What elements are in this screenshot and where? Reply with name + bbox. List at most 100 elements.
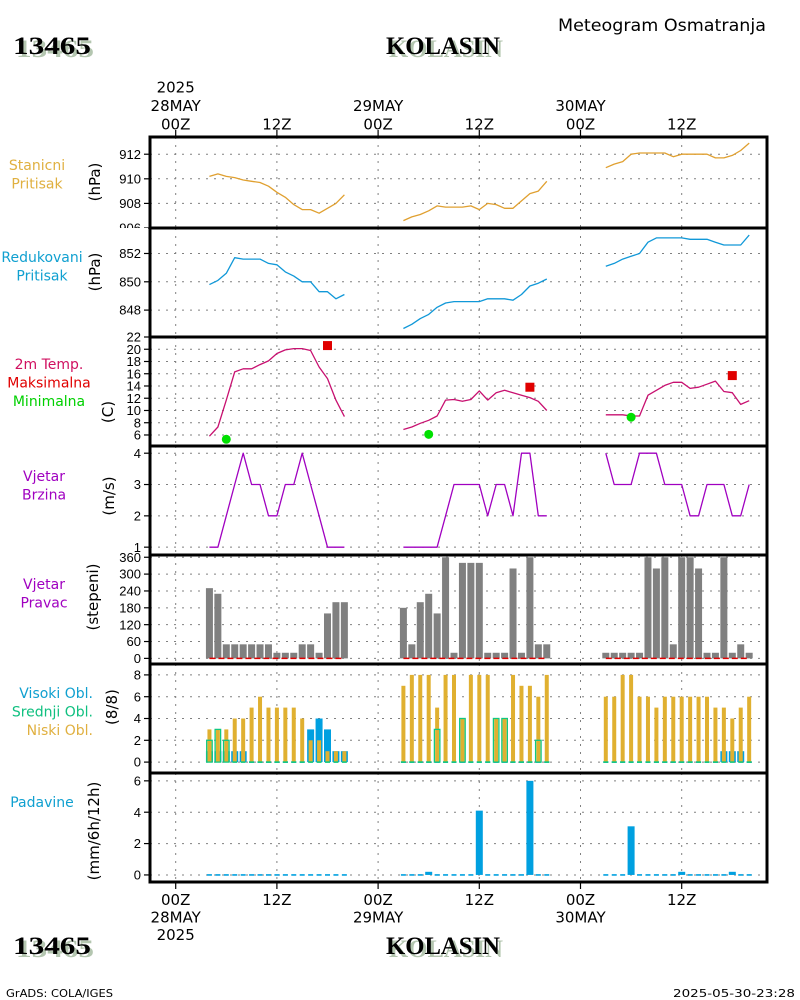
precipitation-bar-zero (510, 874, 516, 876)
cloud-cover-bar (738, 707, 743, 763)
precipitation-bar (425, 871, 433, 875)
cloud-cover-bar (662, 696, 667, 763)
wind-direction-bar (324, 613, 331, 659)
cloud-cover-bar (485, 674, 490, 763)
wind-direction-bar (644, 557, 652, 659)
cloud-cover-bar (713, 707, 718, 763)
cloud-cover-bar (206, 739, 213, 763)
min-temp-marker (424, 429, 434, 439)
cloud-cover-bar-zero (316, 761, 322, 763)
time-axis: 202528MAY00Z00Z28MAY202512Z12Z29MAY00Z00… (151, 79, 697, 945)
precipitation-bar-zero (468, 874, 474, 876)
wind-direction-bar (458, 562, 466, 659)
wind-direction-bar (484, 652, 492, 659)
cloud-cover-panel: 0 2 4 6 8 Visoki Obl. Srednji Obl. Niski Obl. (8… (12, 664, 767, 773)
footer-station-name-shadow: KOLASIN (389, 936, 503, 963)
wind-direction-bar (669, 644, 677, 659)
wind-direction-bar (517, 652, 525, 659)
cloud-cover-bar-zero (670, 761, 676, 763)
wind-direction-bar (534, 644, 542, 659)
cloud-cover-bar (300, 718, 305, 763)
y-tick-label: 10 (127, 403, 141, 418)
precipitation-bar-zero (443, 874, 449, 876)
y-tick-label: 14 (127, 379, 141, 394)
cloud-cover-bar (317, 740, 322, 763)
wind-direction-bar (737, 644, 745, 659)
cloud-cover-bar-zero (409, 761, 415, 763)
wind-direction-bar (543, 644, 551, 659)
cloud-cover-bar (544, 674, 549, 763)
time-label-bottom: 00Z (363, 891, 392, 909)
cloud-cover-bar-zero (468, 761, 474, 763)
y-tick-label: 2 (134, 733, 141, 748)
wind-direction-bar (231, 644, 239, 659)
precipitation-bar-zero (518, 874, 524, 876)
wind-direction-bar (636, 652, 644, 659)
cloud-cover-bar (620, 674, 625, 763)
station-name: KOLASIN (386, 33, 500, 60)
cloud-cover-bar (519, 685, 524, 763)
panel-legend-label: Vjetar (23, 577, 65, 593)
y-axis-unit-label: (mm/6h/12h) (85, 782, 103, 881)
cloud-cover-bar (534, 739, 542, 763)
cloud-cover-bar (679, 696, 684, 763)
wind-direction-bar (526, 557, 534, 659)
time-label-top: 00Z (566, 116, 595, 134)
panel-legend-label: 2m Temp. (15, 357, 84, 373)
cloud-cover-bar-zero (485, 761, 491, 763)
cloud-cover-bar (501, 717, 509, 763)
y-tick-label: 180 (119, 600, 141, 615)
cloud-cover-bar-zero (679, 761, 685, 763)
cloud-cover-bar-zero (738, 761, 744, 763)
y-tick-label: 0 (134, 651, 141, 666)
wind-direction-bar (492, 652, 500, 659)
cloud-cover-bar (249, 707, 254, 763)
cloud-cover-bar-zero (282, 761, 288, 763)
cloud-cover-bar-zero (603, 761, 609, 763)
cloud-cover-bar (502, 718, 507, 763)
time-label-bottom: 12Z (262, 891, 291, 909)
precipitation-bar-zero (257, 874, 263, 876)
cloud-cover-bar (241, 718, 246, 763)
y-tick-label: 22 (127, 330, 141, 345)
panel-legend-label: Redukovani (1, 250, 82, 266)
time-label-bottom: 00Z (566, 891, 595, 909)
precipitation-bar-zero (265, 874, 271, 876)
precipitation-bar-zero (316, 874, 322, 876)
cloud-cover-bar (527, 685, 532, 763)
precipitation-bar-zero (696, 874, 702, 876)
station-name-shadow: KOLASIN (389, 36, 503, 63)
station-id: 13465 (13, 33, 91, 60)
cloud-cover-bar (494, 718, 499, 763)
y-axis-unit-label: (8/8) (103, 689, 121, 725)
wind-direction-bar (627, 652, 635, 659)
cloud-cover-bar (291, 707, 296, 763)
y-axis-unit-label: (hPa) (86, 253, 104, 292)
y-tick-label: 848 (119, 303, 141, 318)
cloud-cover-bar-zero (637, 761, 643, 763)
precipitation-bar-zero (712, 874, 718, 876)
cloud-cover-bar (308, 740, 313, 763)
wind-direction-bar (711, 652, 719, 659)
wind-direction-bar (408, 644, 416, 659)
y-tick-label: 120 (119, 617, 141, 632)
wind-direction-bar (686, 557, 694, 659)
cloud-cover-bar (426, 674, 431, 763)
cloud-cover-bar-zero (721, 761, 727, 763)
y-tick-label: 240 (119, 584, 141, 599)
time-label-bottom: 2025 (157, 926, 195, 944)
wind-direction-bar (281, 652, 289, 659)
y-tick-label: 18 (127, 354, 141, 369)
cloud-cover-bar (452, 674, 456, 763)
panel-legend-label: Brzina (22, 488, 66, 504)
panel-legend-label: Padavine (10, 795, 74, 811)
y-axis-unit-label: (m/s) (100, 476, 118, 515)
wind-speed-panel: 1 2 3 4 Vjetar Brzina (m/s) (22, 446, 767, 555)
wind-speed-line (209, 452, 345, 548)
wind-direction-bar (205, 588, 213, 659)
wind-speed-line (403, 452, 547, 548)
wind-direction-bar (264, 644, 272, 659)
precipitation-bar-zero (400, 874, 406, 876)
precipitation-bar-zero (223, 874, 229, 876)
wind-direction-bar (720, 557, 728, 659)
